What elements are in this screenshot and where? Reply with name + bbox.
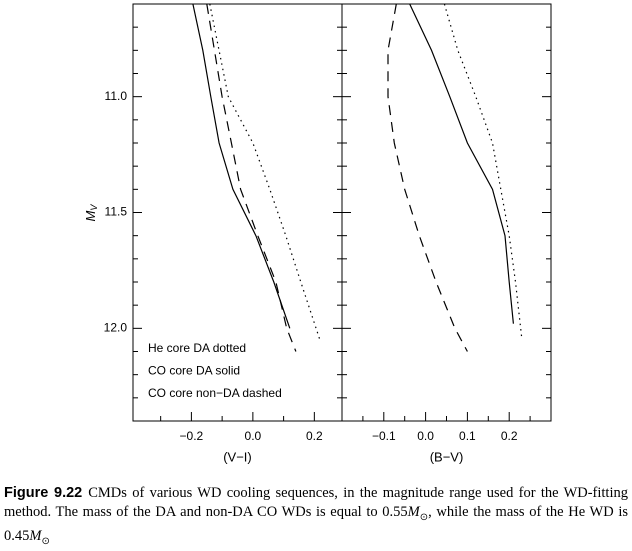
y-axis-label: MV: [83, 204, 99, 222]
series-line: [209, 3, 321, 341]
x-tick-label: 0.2: [306, 429, 323, 443]
legend-entry: CO core DA solid: [148, 364, 240, 378]
x-tick-label: 0.2: [501, 429, 518, 443]
figure: MV 11.0 11.5 12.0 −0.2 0.0 0.2 (V−I) He core DA…: [83, 3, 552, 464]
caption-text: M: [29, 528, 42, 544]
caption-text: , while the mass of the He WD is 0.45: [4, 504, 628, 544]
plot-frame: [341, 3, 552, 422]
caption-text: M: [407, 504, 420, 520]
caption-text: ⊙: [41, 536, 50, 547]
x-tick-label: −0.1: [372, 429, 396, 443]
x-tick-label: 0.0: [245, 429, 262, 443]
series-line: [206, 3, 297, 352]
legend-entry: CO core non−DA dashed: [148, 386, 282, 400]
legend-entry: He core DA dotted: [148, 341, 246, 355]
caption: Figure 9.22 CMDs of various WD cooling se…: [4, 484, 628, 551]
y-label-main: M: [83, 210, 98, 221]
x-axis-label: (B−V): [430, 449, 464, 464]
y-label-sub: V: [89, 204, 99, 211]
plot-frame: [132, 3, 343, 422]
y-tick-label: 12.0: [104, 321, 128, 335]
y-tick-label: 11.5: [105, 205, 128, 219]
series-line: [387, 3, 468, 352]
caption-text: ⊙: [419, 512, 429, 523]
x-tick-label: 0.0: [417, 429, 434, 443]
caption-label: Figure 9.22: [4, 485, 83, 501]
series-line: [409, 3, 514, 324]
y-tick-label: 11.0: [105, 89, 128, 103]
x-axis-label: (V−I): [223, 449, 252, 464]
series-line: [443, 3, 523, 338]
x-tick-label: −0.2: [180, 429, 204, 443]
series-line: [192, 3, 291, 329]
caption-text: CMDs of various WD cooling sequences, in…: [4, 485, 628, 520]
x-tick-label: 0.1: [459, 429, 476, 443]
